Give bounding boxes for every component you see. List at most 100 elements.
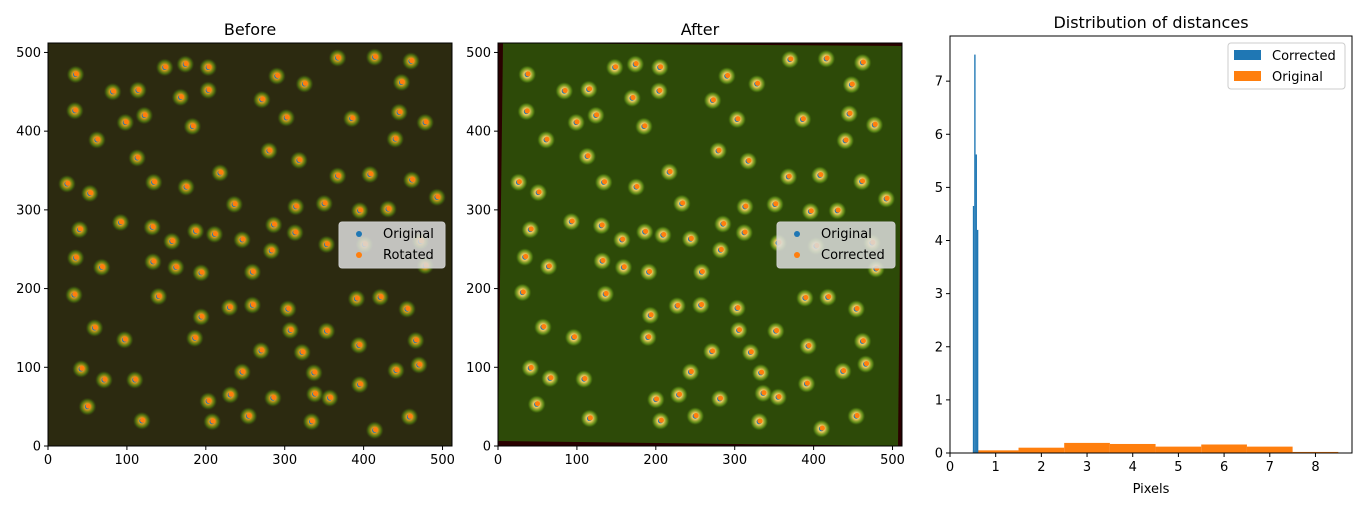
corrected-point (661, 231, 667, 238)
rotated-point (324, 241, 330, 247)
rotated-point (228, 391, 234, 397)
y-tick-label: 0 (33, 440, 41, 455)
corrected-point (562, 87, 568, 94)
x-tick-label: 4 (1129, 460, 1137, 475)
rotated-point (92, 324, 98, 330)
x-tick-label: 400 (351, 453, 376, 468)
rotated-point (199, 313, 205, 319)
rotated-point (335, 172, 341, 179)
corrected-point (654, 396, 660, 402)
rotated-point (297, 157, 303, 163)
corrected-point (601, 179, 608, 185)
corrected-point (516, 179, 522, 185)
corrected-point (803, 294, 809, 301)
rotated-point (250, 268, 256, 275)
corrected-point (699, 268, 705, 275)
rotated-point (267, 147, 273, 153)
corrected-bar (972, 205, 975, 453)
rotated-point (118, 219, 124, 225)
rotated-point (206, 397, 212, 404)
rotated-point (357, 342, 363, 348)
corrected-point (688, 368, 694, 375)
corrected-point (523, 253, 529, 260)
rotated-point (413, 337, 420, 343)
rotated-point (151, 179, 158, 185)
before-legend: Original Rotated (338, 221, 446, 269)
legend-original-marker (794, 231, 800, 237)
corrected-point (808, 208, 814, 214)
rotated-point (140, 417, 146, 423)
rotated-point (349, 115, 356, 121)
legend-original-swatch (1234, 71, 1261, 81)
rotated-point (240, 368, 246, 375)
corrected-point (546, 263, 552, 269)
rotated-point (210, 418, 216, 424)
corrected-point (746, 157, 752, 164)
original-bar (1292, 451, 1339, 453)
rotated-point (357, 381, 364, 387)
rotated-point (246, 412, 252, 419)
y-tick-label: 7 (935, 75, 943, 90)
rotated-point (259, 347, 265, 353)
rotated-point (206, 64, 212, 70)
legend-corrected-swatch (1234, 50, 1261, 60)
rotated-point (269, 247, 275, 253)
corrected-point (600, 257, 606, 264)
rotated-point (397, 109, 403, 115)
corrected-point (620, 236, 626, 242)
corrected-point (657, 87, 663, 94)
after-plot: After 0 100 200 300 400 500 0 100 200 300 400 500 O… (466, 20, 905, 468)
rotated-point (399, 79, 405, 85)
corrected-point (630, 94, 636, 101)
rotated-point (88, 190, 94, 196)
corrected-point (743, 203, 749, 209)
corrected-point (657, 64, 664, 70)
corrected-point (735, 116, 741, 122)
rotated-point (190, 123, 196, 129)
original-bar (1064, 442, 1110, 453)
legend-original-label: Original (821, 227, 872, 242)
rotated-point (85, 403, 91, 409)
rotated-point (73, 107, 79, 113)
corrected-point (804, 380, 810, 386)
y-tick-label: 3 (935, 287, 943, 302)
corrected-point (725, 72, 731, 79)
x-tick-label: 400 (801, 453, 826, 468)
corrected-point (658, 417, 664, 423)
corrected-point (773, 201, 779, 207)
corrected-point (587, 415, 593, 421)
rotated-point (250, 301, 256, 308)
histogram-legend: Corrected Original (1227, 42, 1346, 90)
y-tick-label: 6 (935, 128, 943, 143)
corrected-point (748, 349, 754, 355)
rotated-point (77, 226, 83, 232)
corrected-point (819, 425, 825, 431)
histogram-xlabel: Pixels (1133, 482, 1170, 497)
rotated-point (271, 221, 278, 227)
rotated-point (170, 238, 176, 244)
rotated-point (218, 169, 224, 175)
corrected-point (582, 375, 588, 382)
rotated-point (372, 427, 379, 433)
rotated-point (405, 305, 411, 312)
original-bar (972, 450, 1019, 453)
legend-corrected-label: Corrected (821, 248, 885, 263)
rotated-point (357, 207, 364, 213)
rotated-point (409, 176, 416, 182)
before-plot: Before 0 100 200 300 400 5000100200300400500 … (16, 20, 455, 468)
corrected-point (528, 364, 534, 371)
corrected-point (594, 112, 600, 118)
distance-histogram: Distribution of distances 0 1 2 3 4 5 6 7 8 0 1 2 3 4… (935, 13, 1353, 497)
original-bar (1109, 443, 1156, 453)
rotated-point (322, 200, 328, 206)
corrected-point (642, 228, 649, 234)
corrected-point (536, 189, 542, 195)
corrected-point (742, 229, 748, 235)
corrected-point (676, 391, 683, 397)
corrected-point (884, 195, 890, 201)
corrected-point (585, 153, 591, 159)
rotated-point (102, 376, 108, 382)
x-tick-label: 6 (1220, 460, 1228, 475)
y-tick-label: 200 (466, 282, 491, 297)
legend-original-label: Original (383, 227, 434, 242)
